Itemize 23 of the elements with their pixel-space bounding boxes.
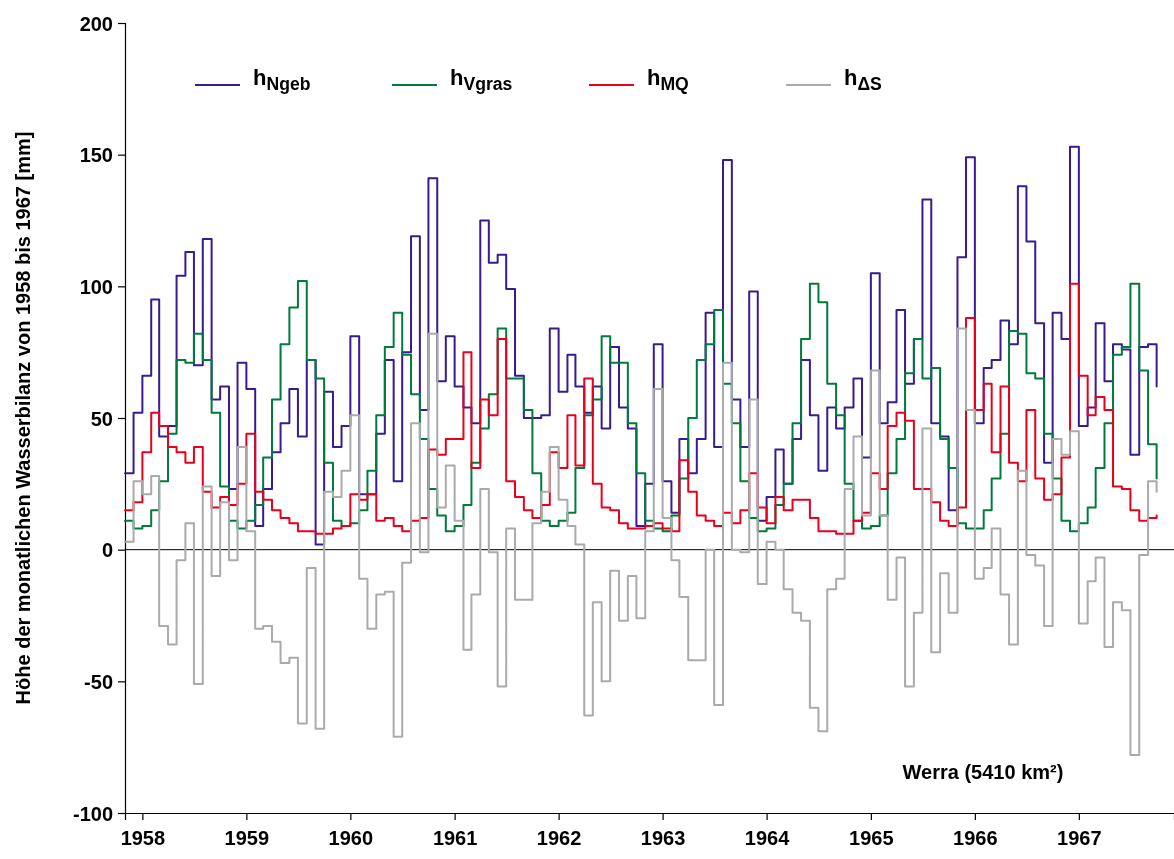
- legend-label: h$_{ΔS}$: [844, 65, 883, 95]
- x-tick-label: 1959: [224, 827, 270, 849]
- x-tick-label: 1965: [849, 827, 894, 849]
- legend-label: h$_{MQ}$: [647, 65, 689, 95]
- y-tick-label: -50: [84, 670, 113, 693]
- x-tick-label: 1962: [536, 827, 582, 849]
- x-tick-label: 1958: [120, 827, 166, 849]
- legend-label: h$_{Vgras}$: [450, 65, 513, 95]
- legend-label: h$_{Ngeb}$: [253, 65, 311, 95]
- x-tick-label: 1961: [432, 827, 478, 849]
- x-tick-label: 1964: [744, 827, 791, 849]
- y-tick-label: 150: [79, 144, 113, 167]
- y-tick-label: 200: [79, 12, 113, 35]
- x-tick-label: 1966: [953, 827, 998, 849]
- y-tick-label: 100: [79, 275, 113, 298]
- y-axis-title: Höhe der monatlichen Wasserbilanz von 1958 bis 1967 [mm]: [12, 131, 34, 705]
- x-tick-label: 1963: [640, 827, 686, 849]
- annotation: Werra (5410 km²): [902, 761, 1064, 783]
- x-tick-label: 1967: [1057, 827, 1102, 849]
- x-tick-label: 1960: [328, 827, 374, 849]
- y-tick-label: 50: [90, 407, 113, 430]
- y-tick-label: -100: [72, 802, 113, 825]
- y-tick-label: 0: [101, 539, 113, 562]
